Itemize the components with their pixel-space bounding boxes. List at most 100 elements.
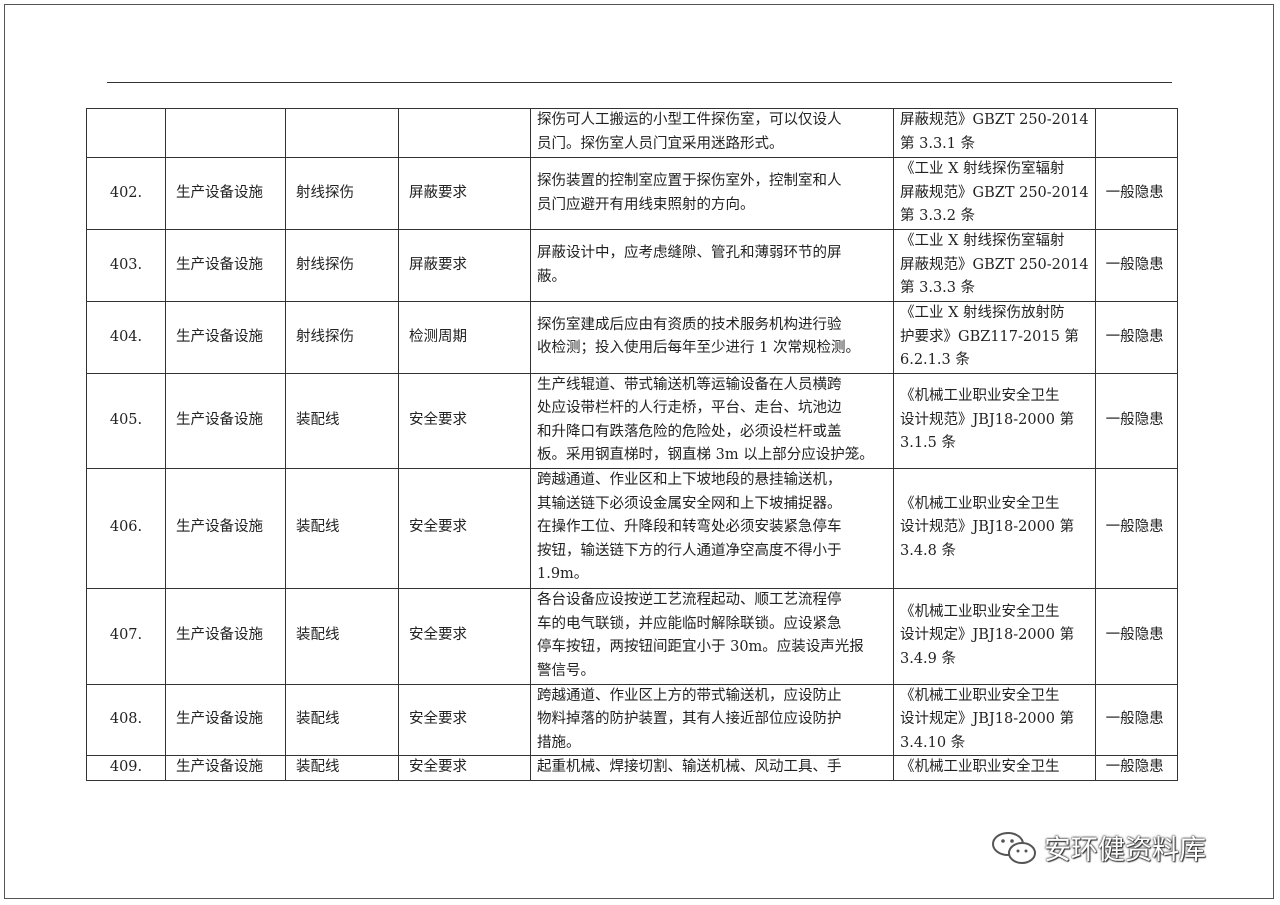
reference-cell: 《机械工业职业安全卫生 设计规范》JBJ18-2000 第 3.4.8 条 [893, 467, 1096, 589]
content-line: 探伤装置的控制室应置于探伤室外，控制室和人 [537, 173, 842, 189]
table-row: 409. 生产设备设施 装配线 安全要求 起重机械、焊接切割、输送机械、风动工具、手 《机… [86, 755, 1178, 781]
row-number: 407. [86, 587, 166, 685]
content-line: 停车按钮，两按钮间距宜小于 30m。应装设声光报 [537, 639, 864, 655]
content-line: 起重机械、焊接切割、输送机械、风动工具、手 [537, 759, 842, 775]
reference-line: 《工业 X 射线探伤室辐射 [900, 233, 1065, 250]
watermark: 安环健资料库 [990, 828, 1206, 867]
reference-line: 第 3.3.3 条 [900, 280, 976, 297]
hazard-level-cell: 一般隐患 [1094, 372, 1178, 469]
reference-line: 3.4.8 条 [900, 542, 957, 559]
reference-cell: 《机械工业职业安全卫生 设计规范》JBJ18-2000 第 3.1.5 条 [893, 372, 1096, 469]
content-line: 生产线辊道、带式输送机等运输设备在人员横跨 [537, 376, 842, 393]
row-number: 405. [86, 372, 166, 469]
category-cell: 生产设备设施 [165, 755, 286, 781]
hazard-level-cell: 一般隐患 [1094, 229, 1178, 302]
hazard-table: 探伤可人工搬运的小型工件探伤室，可以仅设人 员门。探伤室人员门宜采用迷路形式。 屏蔽… [86, 108, 1178, 781]
row-number: 408. [86, 683, 166, 756]
reference-line: 《工业 X 射线探伤室辐射 [900, 161, 1065, 178]
reference-cell: 《机械工业职业安全卫生 设计规定》JBJ18-2000 第 3.4.10 条 [893, 683, 1096, 756]
item-cell: 装配线 [285, 467, 399, 589]
content-line: 物料掉落的防护装置，其有人接近部位应设防护 [537, 711, 842, 727]
header-rule [107, 82, 1172, 83]
content-line: 探伤室建成后应由有资质的技术服务机构进行验 [537, 316, 842, 333]
content-line: 收检测；投入使用后每年至少进行 1 次常规检测。 [537, 340, 860, 357]
sub-item-cell: 安全要求 [398, 587, 531, 685]
content-line: 按钮，输送链下方的行人通道净空高度不得小于 [537, 542, 842, 559]
reference-line: 屏蔽规范》GBZT 250-2014 [900, 112, 1089, 128]
reference-line: 设计规范》JBJ18-2000 第 [900, 519, 1075, 536]
row-number: 409. [86, 755, 166, 781]
content-line: 探伤可人工搬运的小型工件探伤室，可以仅设人 [537, 112, 842, 128]
row-number: 404. [86, 301, 166, 374]
reference-line: 《机械工业职业安全卫生 [900, 495, 1060, 512]
hazard-level-cell: 一般隐患 [1094, 755, 1178, 781]
content-line: 屏蔽设计中，应考虑缝隙、管孔和薄弱环节的屏 [537, 245, 842, 261]
sub-item-cell [398, 108, 531, 158]
sub-item-cell: 安全要求 [398, 755, 531, 781]
content-line: 其输送链下必须设金属安全网和上下坡捕捉器。 [537, 495, 842, 512]
sub-item-cell: 屏蔽要求 [398, 229, 531, 302]
table-row: 402. 生产设备设施 射线探伤 屏蔽要求 探伤装置的控制室应置于探伤室外，控制室和人员… [86, 157, 1178, 230]
reference-line: 《机械工业职业安全卫生 [900, 759, 1060, 775]
hazard-level-cell: 一般隐患 [1094, 301, 1178, 374]
row-number: 403. [86, 229, 166, 302]
item-cell: 装配线 [285, 587, 399, 685]
sub-item-cell: 安全要求 [398, 683, 531, 756]
content-line: 和升降口有跌落危险的危险处，必须设栏杆或盖 [537, 423, 842, 440]
reference-line: 设计规定》JBJ18-2000 第 [900, 627, 1075, 644]
content-line: 跨越通道、作业区上方的带式输送机，应设防止 [537, 687, 842, 704]
table-row: 404. 生产设备设施 射线探伤 检测周期 探伤室建成后应由有资质的技术服务机构进行验收… [86, 301, 1178, 374]
category-cell: 生产设备设施 [165, 587, 286, 685]
content-cell: 跨越通道、作业区上方的带式输送机，应设防止 物料掉落的防护装置，其有人接近部位应设… [530, 683, 894, 756]
reference-cell: 《工业 X 射线探伤放射防 护要求》GBZ117-2015 第 6.2.1.3 条 [893, 301, 1096, 374]
reference-cell: 《工业 X 射线探伤室辐射屏蔽规范》GBZT 250-2014 第 3.3.3 条 [893, 229, 1096, 302]
item-cell: 射线探伤 [285, 157, 399, 230]
row-number: 402. [86, 157, 166, 230]
hazard-level-cell: 一般隐患 [1094, 467, 1178, 589]
reference-cell: 《工业 X 射线探伤室辐射 屏蔽规范》GBZT 250-2014 第 3.3.2 条 [893, 157, 1096, 230]
content-line: 1.9m。 [537, 566, 589, 583]
reference-cell: 《机械工业职业安全卫生 设计规定》JBJ18-2000 第 3.4.9 条 [893, 587, 1096, 685]
sub-item-cell: 安全要求 [398, 467, 531, 589]
sub-item-cell: 检测周期 [398, 301, 531, 374]
reference-line: 《机械工业职业安全卫生 [900, 687, 1060, 704]
content-cell: 跨越通道、作业区和上下坡地段的悬挂输送机， 其输送链下必须设金属安全网和上下坡捕捉… [530, 467, 894, 589]
category-cell: 生产设备设施 [165, 157, 286, 230]
reference-line: 屏蔽规范》GBZT 250-2014 [900, 184, 1089, 201]
reference-line: 屏蔽规范》GBZT 250-2014 [900, 256, 1089, 273]
content-cell: 各台设备应设按逆工艺流程起动、顺工艺流程停 车的电气联锁，并应能临时解除联锁。应设… [530, 587, 894, 685]
content-line: 蔽。 [537, 268, 566, 285]
watermark-text: 安环健资料库 [1044, 835, 1206, 866]
content-line: 车的电气联锁，并应能临时解除联锁。应设紧急 [537, 615, 842, 632]
content-cell: 屏蔽设计中，应考虑缝隙、管孔和薄弱环节的屏 蔽。 [530, 229, 894, 302]
row-number [86, 108, 166, 158]
content-line: 员门。探伤室人员门宜采用迷路形式。 [537, 135, 784, 152]
reference-line: 设计规范》JBJ18-2000 第 [900, 411, 1075, 428]
reference-line: 3.4.9 条 [900, 650, 957, 667]
wechat-icon [992, 831, 1036, 864]
reference-line: 3.4.10 条 [900, 734, 966, 751]
item-cell: 射线探伤 [285, 301, 399, 374]
content-cell: 起重机械、焊接切割、输送机械、风动工具、手 [530, 755, 894, 781]
reference-line: 设计规定》JBJ18-2000 第 [900, 711, 1075, 727]
hazard-level-cell: 一般隐患 [1094, 683, 1178, 756]
content-line: 各台设备应设按逆工艺流程起动、顺工艺流程停 [537, 592, 842, 608]
table-row: 406. 生产设备设施 装配线 安全要求 跨越通道、作业区和上下坡地段的悬挂输送机， 其输… [86, 467, 1178, 589]
item-cell: 装配线 [285, 683, 399, 756]
item-cell: 装配线 [285, 372, 399, 469]
sub-item-cell: 屏蔽要求 [398, 157, 531, 230]
content-line: 措施。 [537, 734, 581, 751]
content-line: 跨越通道、作业区和上下坡地段的悬挂输送机， [537, 472, 842, 489]
content-line: 员门应避开有用线束照射的方向。 [537, 196, 755, 213]
page-frame [4, 4, 1274, 899]
category-cell: 生产设备设施 [165, 683, 286, 756]
table-row: 408. 生产设备设施 装配线 安全要求 跨越通道、作业区上方的带式输送机，应设防止 物料… [86, 683, 1178, 756]
category-cell [165, 108, 286, 158]
content-cell: 探伤可人工搬运的小型工件探伤室，可以仅设人 员门。探伤室人员门宜采用迷路形式。 [530, 108, 894, 158]
sub-item-cell: 安全要求 [398, 372, 531, 469]
reference-line: 6.2.1.3 条 [900, 352, 970, 368]
reference-line: 《工业 X 射线探伤放射防 [900, 305, 1065, 321]
reference-line: 《机械工业职业安全卫生 [900, 603, 1060, 620]
content-line: 处应设带栏杆的人行走桥，平台、走台、坑池边 [537, 400, 842, 416]
reference-cell: 《机械工业职业安全卫生 [893, 755, 1096, 781]
